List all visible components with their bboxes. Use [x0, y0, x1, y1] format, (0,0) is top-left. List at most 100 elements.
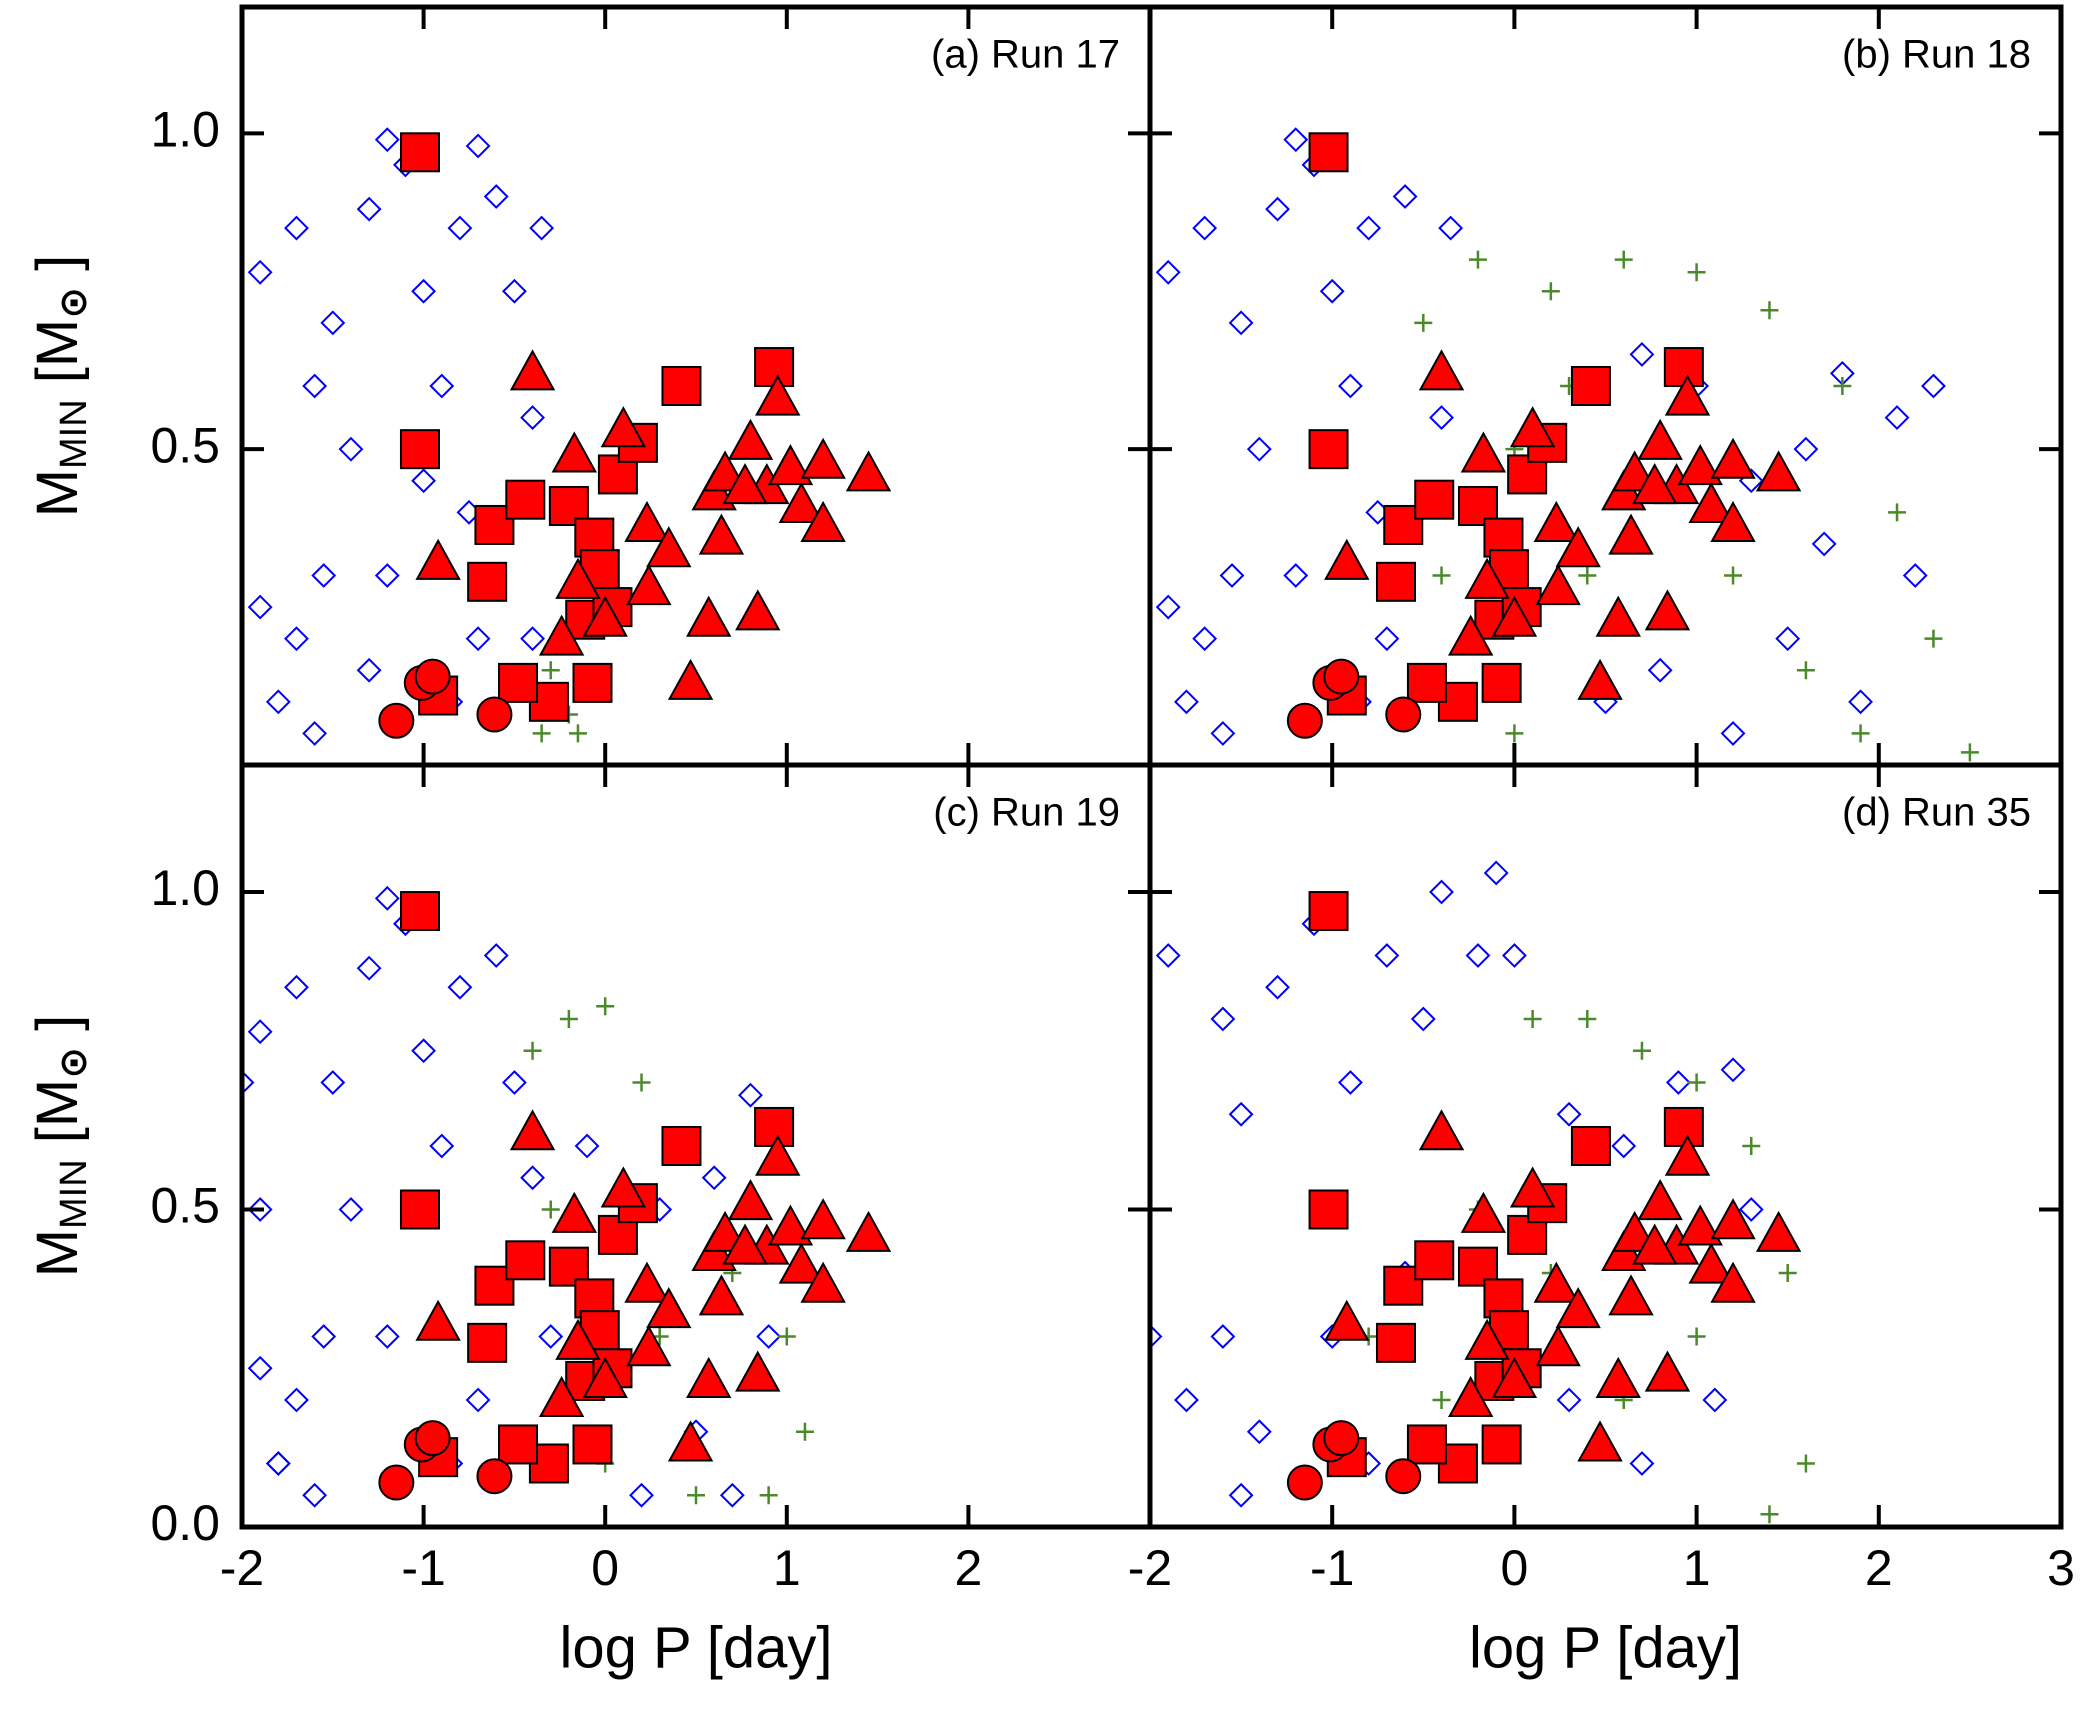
- observed-point: [754, 347, 795, 388]
- y-axis-label-part: ⊙: [53, 1047, 95, 1079]
- model-point: [1265, 974, 1290, 1000]
- model-point: [1851, 724, 1870, 743]
- observed-point: [755, 374, 801, 416]
- model-point: [1374, 943, 1400, 968]
- model-point: [1155, 259, 1181, 285]
- observed-point: [582, 1356, 628, 1398]
- observed-point: [538, 1375, 585, 1417]
- observed-point: [414, 1420, 451, 1457]
- panel-title: (a) Run 17: [931, 33, 1120, 77]
- model-point: [1796, 661, 1815, 680]
- observed-point: [1383, 504, 1424, 545]
- observed-point: [1464, 1318, 1510, 1360]
- panel-title: (b) Run 18: [1842, 33, 2031, 77]
- observed-point: [1375, 561, 1416, 602]
- observed-point: [1481, 662, 1522, 703]
- model-point: [465, 133, 491, 159]
- observed-point: [1595, 1356, 1641, 1398]
- model-point: [1265, 196, 1290, 222]
- observed-point: [1375, 1322, 1416, 1363]
- observed-point: [845, 450, 892, 492]
- model-point: [411, 278, 437, 304]
- observed-point: [646, 1287, 692, 1329]
- model-point: [1924, 629, 1943, 648]
- model-point: [1720, 721, 1746, 746]
- observed-point: [1406, 662, 1447, 703]
- plot-area: [247, 127, 892, 746]
- model-point: [429, 373, 455, 399]
- model-point: [1665, 1070, 1691, 1095]
- observed-point: [755, 1134, 801, 1176]
- model-point: [311, 563, 337, 588]
- y-tick-label: 0.5: [150, 1178, 220, 1234]
- model-point: [1338, 373, 1363, 399]
- model-point: [374, 127, 400, 153]
- observed-point: [661, 366, 702, 406]
- observed-point: [1608, 513, 1654, 555]
- model-point: [1760, 1505, 1779, 1524]
- model-point: [1921, 373, 1946, 399]
- model-point: [1465, 943, 1491, 968]
- x-tick-label: 2: [954, 1540, 982, 1596]
- observed-point: [727, 1179, 774, 1221]
- model-point: [529, 215, 555, 241]
- model-point: [1556, 1101, 1582, 1127]
- model-point: [1438, 215, 1464, 241]
- model-point: [1629, 1451, 1655, 1476]
- observed-point: [722, 1223, 768, 1265]
- y-axis-label-part: M: [25, 469, 90, 517]
- model-point: [374, 1324, 400, 1349]
- model-point: [338, 1197, 364, 1222]
- model-point: [1884, 405, 1910, 430]
- x-axis-label: log P [day]: [559, 1615, 832, 1680]
- observed-point: [1644, 589, 1691, 631]
- panel-title: (d) Run 35: [1842, 791, 2031, 835]
- observed-point: [509, 349, 556, 391]
- observed-point: [624, 1261, 670, 1303]
- observed-point: [1385, 696, 1422, 733]
- model-point: [1432, 1391, 1451, 1409]
- observed-point: [1509, 406, 1556, 448]
- observed-point: [1286, 1464, 1323, 1501]
- x-tick-label: -2: [1128, 1540, 1172, 1596]
- observed-point: [800, 437, 846, 479]
- observed-point: [1631, 1223, 1678, 1265]
- observed-point: [1491, 595, 1538, 637]
- observed-point: [1323, 658, 1360, 695]
- model-point: [265, 1451, 291, 1476]
- model-point: [1432, 566, 1451, 585]
- observed-point: [572, 662, 613, 703]
- observed-point: [505, 1240, 546, 1281]
- model-point: [1283, 563, 1309, 588]
- observed-point: [1631, 462, 1678, 505]
- model-point: [541, 661, 560, 680]
- model-point: [1632, 1041, 1651, 1060]
- model-point: [1760, 301, 1779, 320]
- observed-point: [1324, 538, 1370, 580]
- model-point: [1687, 1327, 1706, 1346]
- y-tick-label: 0.0: [150, 1495, 220, 1551]
- observed-point: [735, 589, 781, 631]
- model-point: [483, 943, 509, 968]
- model-point: [1414, 313, 1433, 332]
- observed-point: [582, 595, 628, 637]
- observed-point: [767, 1204, 814, 1246]
- observed-point: [800, 1198, 846, 1240]
- model-point: [320, 1070, 346, 1095]
- observed-point: [1406, 1424, 1447, 1465]
- model-point: [1283, 127, 1309, 153]
- observed-point: [378, 1464, 415, 1501]
- observed-point: [754, 1106, 795, 1147]
- observed-point: [1710, 1198, 1756, 1240]
- observed-point: [1637, 1179, 1683, 1221]
- observed-point: [698, 513, 745, 555]
- model-point: [1647, 657, 1673, 683]
- y-axis-label-part: MIN: [53, 1159, 95, 1229]
- y-tick-label: 0.5: [150, 417, 220, 473]
- model-point: [1541, 282, 1560, 301]
- observed-point: [1644, 1350, 1691, 1392]
- model-point: [1687, 263, 1706, 282]
- model-point: [1228, 1482, 1254, 1508]
- model-point: [520, 626, 545, 652]
- y-tick-label: 1.0: [150, 860, 220, 916]
